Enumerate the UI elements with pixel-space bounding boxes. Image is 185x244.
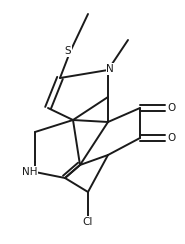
Text: O: O — [167, 103, 175, 113]
Text: S: S — [65, 46, 71, 56]
Text: N: N — [106, 64, 114, 74]
Text: NH: NH — [22, 167, 38, 177]
Text: O: O — [167, 133, 175, 143]
Text: Cl: Cl — [83, 217, 93, 227]
